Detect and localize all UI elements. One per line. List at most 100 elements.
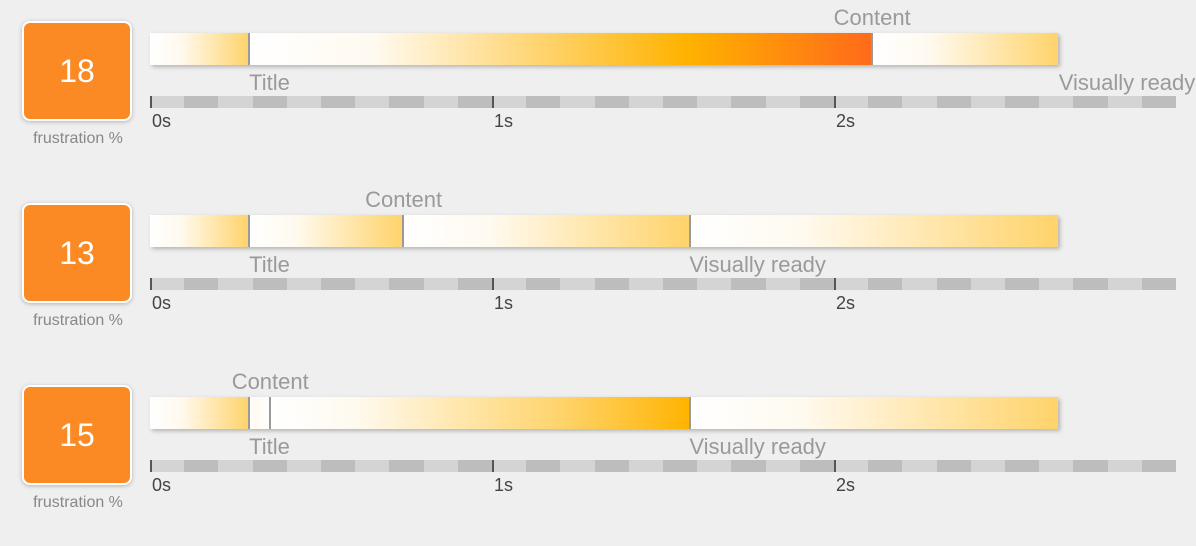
axis-block xyxy=(970,278,1005,290)
axis-block xyxy=(902,96,937,108)
axis-block xyxy=(150,460,185,472)
frustration-score-box: 18 xyxy=(22,21,132,121)
bar-segment xyxy=(690,215,1058,247)
milestone-label-visually-ready: Visually ready xyxy=(1058,70,1196,95)
axis-block xyxy=(799,96,834,108)
bar-segment xyxy=(249,215,404,247)
axis-tick xyxy=(492,278,494,290)
visually-ready-marker xyxy=(689,397,692,429)
axis-block xyxy=(765,278,800,290)
axis-block xyxy=(1005,96,1040,108)
axis-block xyxy=(252,460,287,472)
axis-block xyxy=(1107,278,1142,290)
axis-block xyxy=(355,460,390,472)
axis-tick xyxy=(150,460,152,472)
axis-block xyxy=(286,96,321,108)
bar-segment xyxy=(150,215,250,247)
axis-block xyxy=(423,278,458,290)
axis-block xyxy=(970,460,1005,472)
axis-block xyxy=(765,96,800,108)
axis-block xyxy=(1141,278,1176,290)
axis-tick-label: 0s xyxy=(152,111,172,131)
axis-block xyxy=(321,460,356,472)
axis-block xyxy=(150,278,185,290)
axis-block xyxy=(834,460,869,472)
timeline-bar xyxy=(150,33,1058,65)
axis-block xyxy=(936,96,971,108)
axis-block xyxy=(594,278,629,290)
axis-tick-label: 1s xyxy=(494,475,514,495)
time-axis xyxy=(150,460,1176,472)
axis-tick xyxy=(492,460,494,472)
time-axis xyxy=(150,278,1176,290)
axis-block xyxy=(1073,278,1108,290)
time-axis xyxy=(150,96,1176,108)
milestone-label-content: Content xyxy=(833,5,911,30)
axis-block xyxy=(663,96,698,108)
axis-block xyxy=(1005,278,1040,290)
axis-block xyxy=(1039,460,1074,472)
axis-block xyxy=(628,96,663,108)
axis-block xyxy=(389,96,424,108)
axis-block xyxy=(765,460,800,472)
timeline-row: 18 frustration % Title Content Visually read… xyxy=(0,0,1196,182)
axis-block xyxy=(321,96,356,108)
axis-tick xyxy=(834,460,836,472)
milestone-label-content: Content xyxy=(231,369,309,394)
axis-block xyxy=(731,278,766,290)
axis-block xyxy=(218,460,253,472)
axis-tick xyxy=(834,278,836,290)
bar-segment xyxy=(150,397,250,429)
timeline-bar xyxy=(150,215,1058,247)
timeline-row: 15 frustration % Title Content Visually read… xyxy=(0,364,1196,546)
axis-block xyxy=(663,278,698,290)
axis-block xyxy=(628,278,663,290)
frustration-score-box: 13 xyxy=(22,203,132,303)
axis-block xyxy=(868,96,903,108)
axis-block xyxy=(184,460,219,472)
axis-block xyxy=(663,460,698,472)
axis-block xyxy=(1005,460,1040,472)
frustration-score-label: frustration % xyxy=(33,312,123,329)
axis-block xyxy=(389,278,424,290)
frustration-score-label: frustration % xyxy=(33,494,123,511)
axis-block xyxy=(560,278,595,290)
axis-tick-label: 1s xyxy=(494,293,514,313)
axis-block xyxy=(594,96,629,108)
axis-block xyxy=(457,460,492,472)
bar-segment xyxy=(150,33,250,65)
axis-block xyxy=(1073,96,1108,108)
axis-block xyxy=(1141,96,1176,108)
axis-tick xyxy=(150,96,152,108)
axis-tick xyxy=(492,96,494,108)
timeline-row: 13 frustration % Title Content Visually read… xyxy=(0,182,1196,364)
visually-ready-marker xyxy=(689,215,692,247)
axis-block xyxy=(594,460,629,472)
title-marker xyxy=(248,33,251,65)
axis-block xyxy=(492,96,527,108)
axis-block xyxy=(902,460,937,472)
axis-block xyxy=(731,96,766,108)
axis-block xyxy=(560,460,595,472)
milestone-label-title: Title xyxy=(249,252,290,277)
axis-block xyxy=(1107,460,1142,472)
axis-tick-label: 2s xyxy=(836,111,856,131)
milestone-label-title: Title xyxy=(249,434,290,459)
axis-block xyxy=(1039,96,1074,108)
axis-block xyxy=(868,460,903,472)
axis-block xyxy=(218,278,253,290)
milestone-label-content: Content xyxy=(365,187,443,212)
axis-block xyxy=(1073,460,1108,472)
axis-block xyxy=(697,278,732,290)
axis-block xyxy=(936,278,971,290)
axis-block xyxy=(389,460,424,472)
title-marker xyxy=(248,397,251,429)
axis-block xyxy=(492,278,527,290)
content-marker xyxy=(870,33,873,65)
axis-block xyxy=(834,96,869,108)
milestone-label-visually-ready: Visually ready xyxy=(689,252,826,277)
axis-block xyxy=(526,460,561,472)
axis-block xyxy=(184,278,219,290)
bar-segment xyxy=(690,397,1058,429)
axis-block xyxy=(492,460,527,472)
